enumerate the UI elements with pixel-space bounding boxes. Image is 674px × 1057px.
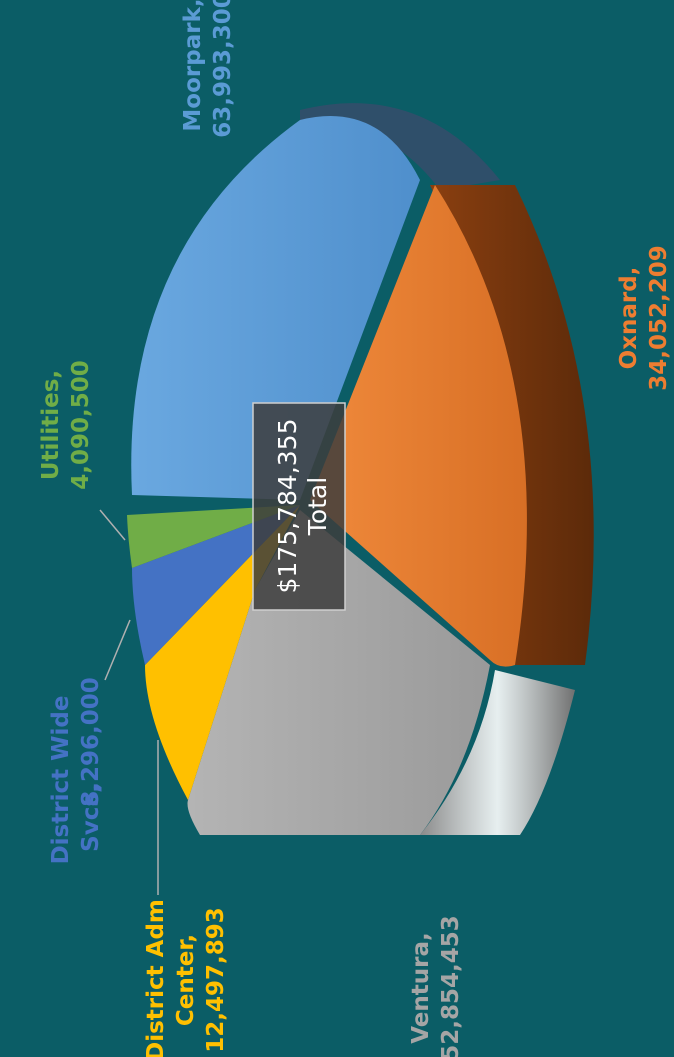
leader-line-utilities [99, 509, 126, 541]
label-district-wide-svcs-line2: Svcs, [78, 784, 104, 852]
ventura-side [420, 670, 575, 835]
label-district-adm-center-line1: District Adm [143, 899, 169, 1057]
label-district-adm-center-value: 12,497,893 [203, 907, 229, 1053]
label-oxnard-name: Oxnard, [616, 267, 642, 370]
label-oxnard-value: 34,052,209 [646, 245, 672, 391]
label-moorpark-name: Moorpark, [180, 0, 206, 132]
leader-line-district-wide-svcs [104, 619, 131, 681]
total-box [252, 402, 346, 611]
label-district-wide-svcs-line1: District Wide [48, 696, 74, 865]
label-utilities-value: 4,090,500 [68, 360, 94, 490]
total-value: $175,784,355 [273, 419, 302, 594]
label-moorpark-value: 63,993,300 [210, 0, 236, 138]
label-ventura-name: Ventura, [408, 932, 434, 1044]
label-district-wide-svcs-value: 8,296,000 [78, 677, 104, 807]
total-caption: Total [303, 477, 332, 536]
slice-oxnard [310, 185, 527, 667]
label-utilities-name: Utilities, [38, 370, 64, 480]
slice-moorpark [131, 116, 420, 500]
slice-district-adm-center [145, 505, 300, 800]
label-district-adm-center-line2: Center, [173, 934, 199, 1026]
label-ventura-value: 52,854,453 [438, 915, 464, 1057]
